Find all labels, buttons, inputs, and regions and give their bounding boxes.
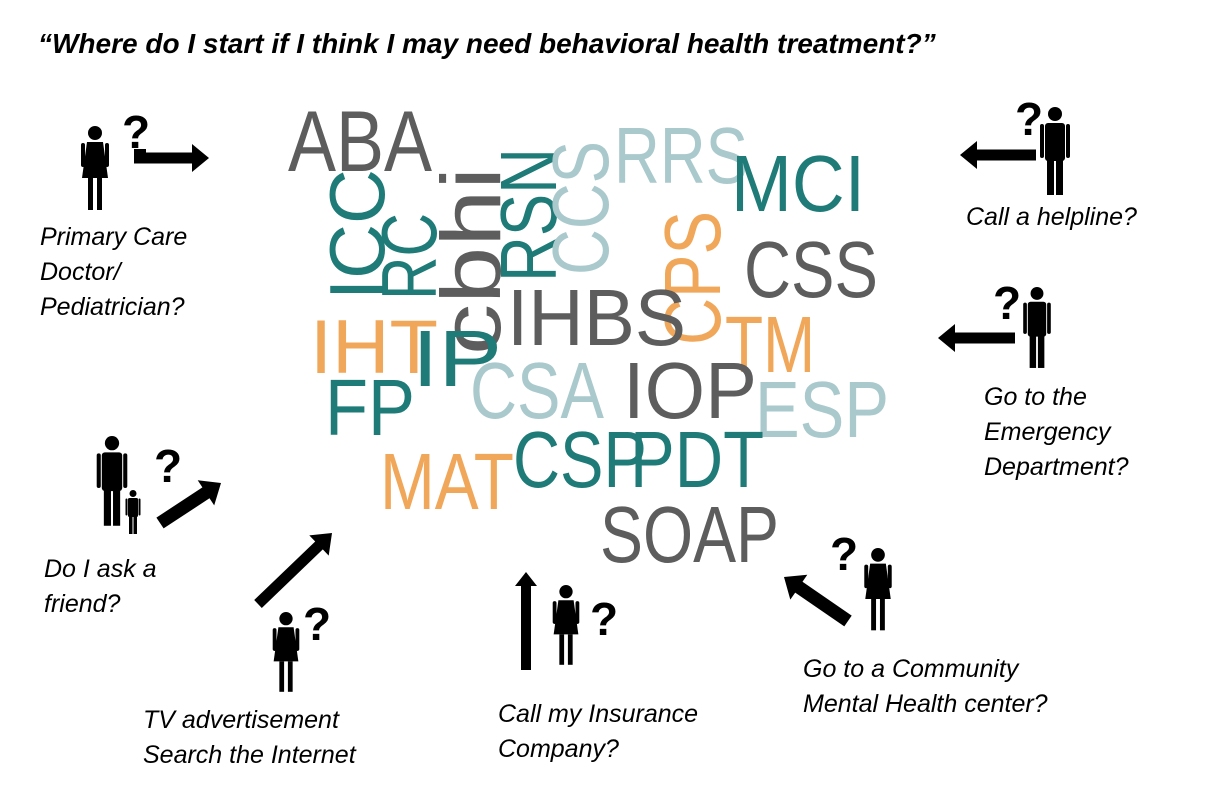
question-mark-icon: ? [590,593,618,645]
option-label-friend: Do I ask a friend? [44,555,157,618]
arrow-up-icon [515,572,537,670]
woman-icon [552,585,580,665]
acronym-iop: IOP [623,346,757,435]
question-mark-icon: ? [1015,93,1043,145]
option-label-emergency: Go to the Emergency Department? [984,383,1129,481]
acronym-rc: RC [365,213,453,300]
arrow-left-icon [960,141,1036,169]
page-title: “Where do I start if I think I may need … [38,28,936,59]
acronym-esp: ESP [755,365,889,454]
acronym-rrs: RRS [614,111,748,200]
man-icon [1040,107,1070,195]
acronym-csp: CSP [513,415,647,504]
question-mark-icon: ? [993,277,1021,329]
acronym-csa: CSA [470,346,605,435]
option-label-insurance: Call my Insurance Company? [498,700,699,763]
woman-icon [272,612,300,692]
woman-icon [81,126,109,210]
man-icon [1023,287,1051,368]
acronym-soap: SOAP [600,490,779,579]
child-icon [125,490,141,534]
question-mark-icon: ? [154,440,182,492]
acronym-cps: CPS [648,211,737,345]
arrow-diagonal-icon [156,480,221,529]
acronym-mci: MCI [731,139,865,228]
question-mark-icon: ? [303,598,331,650]
acronym-css: CSS [744,225,878,314]
acronym-ip: IP [412,314,502,403]
option-label-primary-care: Primary Care Doctor/ Pediatrician? [40,223,188,321]
acronym-ccs: CCS [536,141,625,275]
question-mark-icon: ? [830,528,858,580]
arrow-left-icon [938,324,1015,352]
acronym-fp: FP [325,363,415,452]
acronym-iht: IHT [310,305,438,390]
option-label-community: Go to a Community Mental Health center? [803,655,1048,718]
arrow-diagonal-icon [784,574,852,627]
arrow-diagonal-icon [254,533,332,608]
acronym-tm: TM [725,300,815,389]
arrow-right-icon [134,144,209,172]
acronym-mat: MAT [380,437,514,526]
acronym-ihbs: IHBS [507,273,686,362]
option-label-tv-internet: TV advertisement Search the Internet [143,706,356,769]
woman-icon [864,548,892,631]
acronym-icc: ICC [313,169,401,300]
acronym-pdt: PDT [630,415,764,504]
parent-icon [96,436,128,526]
acronym-cbhi: cbhi [424,167,518,355]
option-label-helpline: Call a helpline? [966,203,1137,231]
acronym-rsn: RSN [484,148,573,282]
acronym-aba: ABA [288,94,433,190]
